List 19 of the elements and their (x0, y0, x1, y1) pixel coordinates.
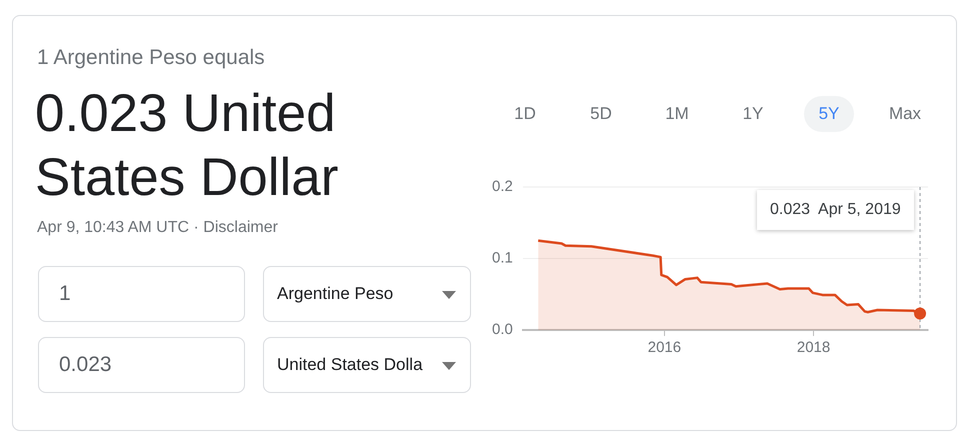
y-tick-label: 0.2 (492, 178, 513, 196)
text: 5D (589, 103, 613, 125)
text: Max (888, 103, 922, 125)
chart-title: 0.023 United States Dollar (35, 83, 340, 209)
text: 0.023 (38, 337, 245, 393)
text: 1 Argentine Peso equals (37, 46, 265, 70)
text: 5Y (804, 96, 854, 132)
text: 1M (664, 103, 690, 125)
text: 1 (38, 266, 245, 322)
y-tick-label: 0.1 (492, 250, 513, 267)
y-tick-label: 0.0 (492, 321, 513, 338)
text: 1D (513, 103, 537, 125)
text: 1Y (742, 103, 764, 125)
x-tick-label: 2016 (648, 339, 682, 356)
text: United States Dolla (277, 355, 423, 375)
text: Argentine Peso (277, 284, 394, 304)
x-tick-label: 2018 (796, 339, 830, 356)
text: Apr 9, 10:43 AM UTC · Disclaimer (37, 219, 278, 237)
annotation: 0.023 Apr 5, 2019 (757, 190, 914, 230)
